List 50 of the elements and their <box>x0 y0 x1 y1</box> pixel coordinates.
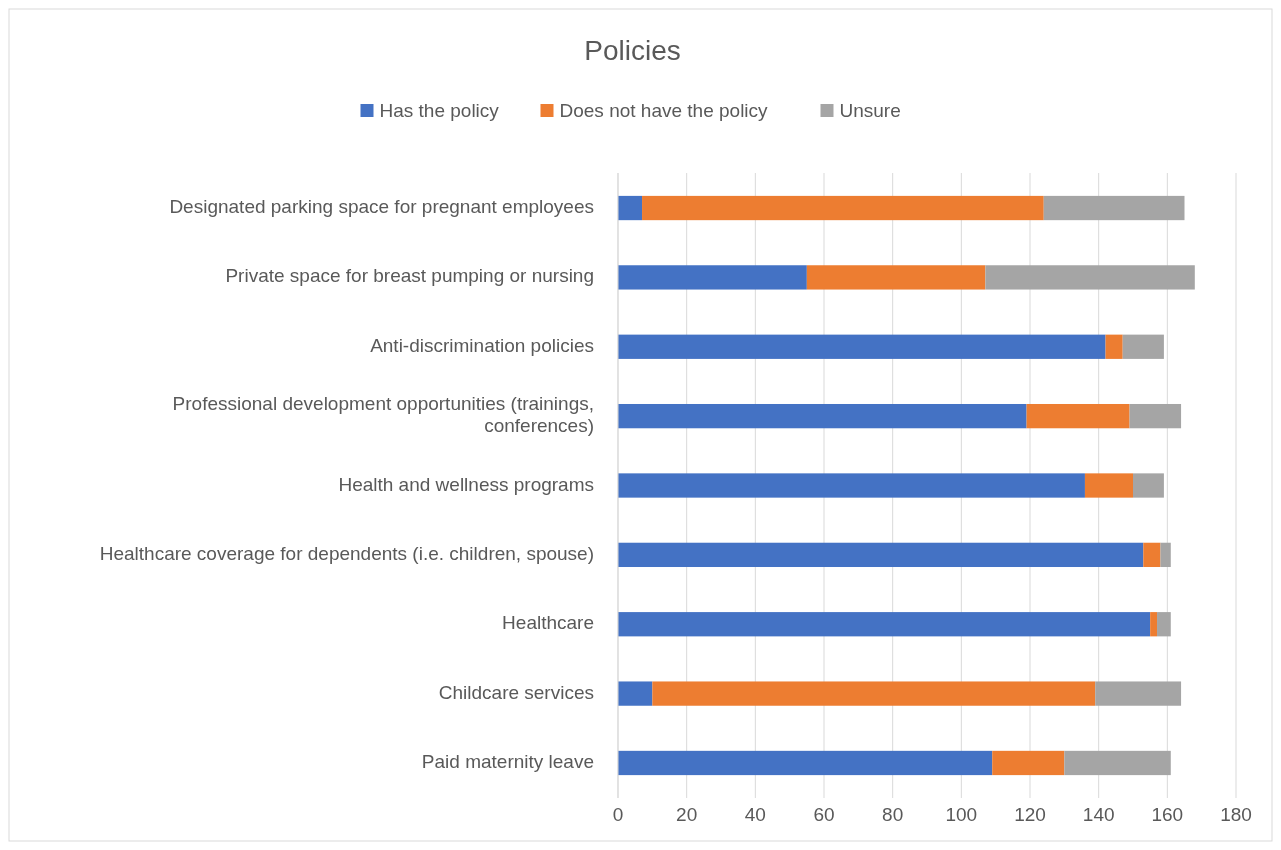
legend-label: Does not have the policy <box>559 100 769 122</box>
bar <box>806 265 986 290</box>
y-tick-label: Private space for breast pumping or nursing <box>225 265 594 287</box>
bar <box>1160 542 1171 568</box>
y-tick-label: Healthcare <box>502 612 594 634</box>
bar <box>652 681 1096 706</box>
x-tick-label: 20 <box>676 804 698 826</box>
x-tick-label: 60 <box>813 804 835 826</box>
x-tick-label: 160 <box>1151 804 1184 826</box>
bar <box>1064 750 1171 776</box>
y-tick-label: Professional development opportunities (trainings, conferences) <box>172 393 594 437</box>
bar <box>1129 403 1182 429</box>
x-tick-label: 100 <box>945 804 978 826</box>
bar <box>618 612 1151 637</box>
bar <box>618 265 807 290</box>
bar <box>1043 195 1185 221</box>
bar <box>618 750 993 776</box>
y-tick-label: Designated parking space for pregnant employees <box>169 196 594 218</box>
bar <box>985 265 1195 290</box>
bar <box>618 542 1144 568</box>
x-tick-label: 80 <box>882 804 904 826</box>
bar <box>1084 473 1133 498</box>
bar <box>618 403 1027 429</box>
x-tick-label: 40 <box>744 804 766 826</box>
x-tick-label: 0 <box>612 804 624 826</box>
legend-label: Unsure <box>839 100 901 122</box>
bar <box>642 195 1044 221</box>
y-tick-label: Healthcare coverage for dependents (i.e. children, spouse) <box>99 542 594 564</box>
bar <box>1095 681 1182 706</box>
x-tick-label: 140 <box>1082 804 1115 826</box>
chart-title: Policies <box>584 35 681 66</box>
bar <box>1105 334 1123 359</box>
bar <box>618 681 653 706</box>
bar <box>618 473 1085 498</box>
legend-label: Has the policy <box>379 100 500 122</box>
y-tick-label: Paid maternity leave <box>421 750 594 772</box>
bar <box>1150 612 1158 637</box>
bar <box>1157 612 1171 637</box>
y-tick-label: Health and wellness programs <box>338 473 594 495</box>
bar <box>1133 473 1164 498</box>
bar <box>618 195 643 221</box>
y-tick-label: Anti-discrimination policies <box>370 334 594 356</box>
bar <box>1122 334 1164 359</box>
x-tick-label: 120 <box>1014 804 1046 826</box>
bar <box>1143 542 1161 568</box>
bar <box>618 334 1106 359</box>
x-tick-label: 180 <box>1220 804 1252 826</box>
y-tick-label: Childcare services <box>438 681 594 703</box>
bar <box>1026 403 1130 429</box>
bar <box>992 750 1065 776</box>
